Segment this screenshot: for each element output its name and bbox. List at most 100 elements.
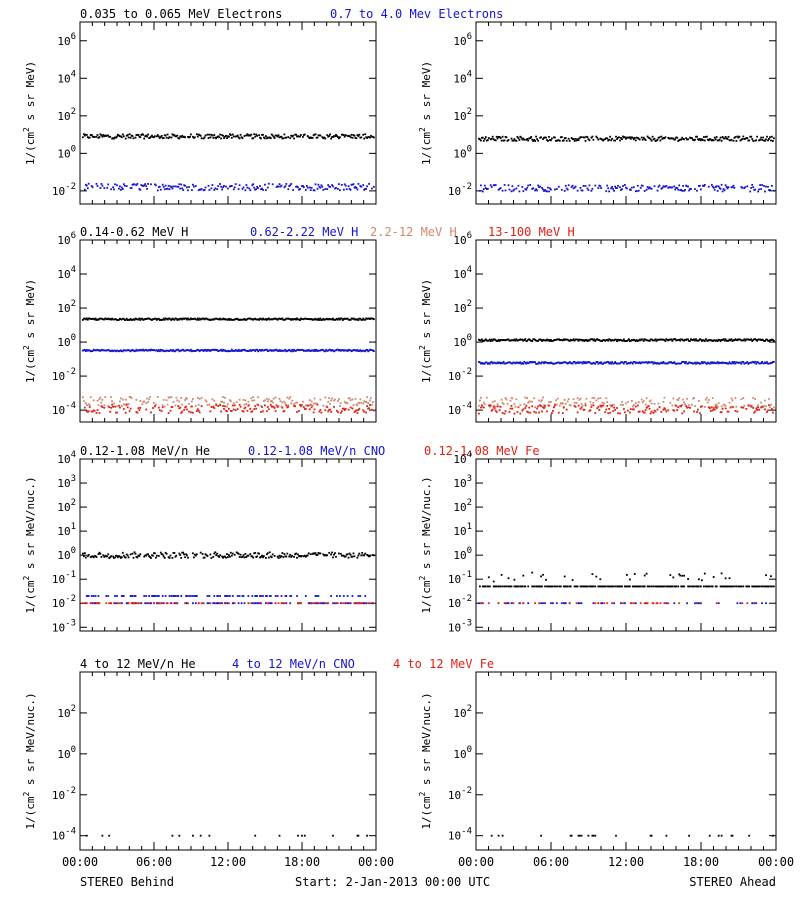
data-point [743, 187, 746, 190]
data-point [729, 139, 732, 142]
data-point [707, 139, 710, 142]
data-point [173, 595, 176, 597]
data-point [86, 555, 89, 558]
data-point [296, 317, 298, 320]
data-point [185, 317, 187, 320]
data-point [652, 585, 655, 588]
data-point [365, 136, 367, 139]
data-point [251, 137, 254, 140]
data-point [720, 834, 723, 837]
data-point [177, 405, 180, 407]
data-point [675, 404, 678, 407]
data-point [257, 404, 259, 406]
data-point [505, 398, 508, 401]
data-point [255, 188, 258, 191]
data-point [717, 602, 720, 605]
data-point [505, 339, 508, 341]
data-point [601, 401, 604, 404]
data-point [554, 188, 556, 191]
data-point [119, 317, 121, 320]
data-point [577, 139, 580, 141]
data-point [352, 134, 355, 136]
data-point [193, 556, 195, 559]
data-point [201, 349, 204, 352]
data-point [238, 350, 241, 352]
data-point [763, 585, 765, 588]
data-point [118, 187, 120, 190]
data-point [113, 402, 115, 405]
data-point [558, 339, 561, 341]
data-point [371, 349, 373, 351]
data-point [99, 317, 102, 320]
data-point [596, 338, 599, 340]
data-point [480, 602, 482, 605]
data-point [116, 135, 118, 138]
data-point [491, 408, 494, 411]
y-tick-label: 10-2 [52, 594, 76, 610]
data-point [492, 404, 495, 407]
data-point [344, 555, 347, 558]
data-point [127, 136, 130, 139]
data-point [676, 362, 679, 365]
data-point [552, 585, 554, 588]
data-point [139, 319, 142, 321]
data-point [176, 134, 179, 137]
data-point [541, 186, 543, 189]
data-point [212, 602, 215, 605]
data-point [292, 134, 294, 137]
data-point [670, 585, 673, 588]
data-point [117, 602, 119, 605]
data-point [634, 340, 637, 342]
data-point [509, 407, 512, 410]
data-point [170, 319, 173, 321]
data-point [229, 185, 232, 187]
data-point [249, 189, 252, 192]
data-point [224, 349, 226, 352]
data-point [233, 186, 236, 189]
data-point [579, 407, 582, 410]
data-point [357, 319, 360, 321]
data-point [703, 572, 706, 575]
data-point [494, 409, 497, 412]
data-point [743, 138, 746, 140]
data-point [289, 602, 292, 605]
data-point [710, 183, 713, 186]
data-point [497, 362, 500, 365]
data-point [332, 349, 334, 352]
data-point [519, 602, 522, 605]
data-point [337, 136, 339, 138]
data-point [538, 338, 540, 341]
data-point [217, 555, 220, 557]
data-point [362, 409, 365, 412]
data-point [148, 595, 150, 597]
data-point [649, 187, 652, 190]
data-point [326, 317, 329, 320]
data-point [200, 405, 203, 407]
data-point [535, 411, 537, 414]
data-point [84, 402, 87, 404]
data-point [217, 595, 220, 597]
data-point [541, 361, 543, 364]
data-point [363, 602, 366, 605]
data-point [121, 398, 124, 401]
data-point [336, 595, 338, 597]
data-point [183, 349, 185, 352]
data-point [630, 136, 633, 139]
data-point [505, 136, 508, 139]
data-point [753, 361, 756, 364]
data-point [668, 361, 671, 363]
data-point [752, 397, 755, 399]
data-point [360, 185, 363, 188]
data-point [681, 412, 684, 415]
data-point [705, 135, 708, 138]
data-point [261, 134, 263, 136]
data-point [731, 399, 734, 402]
data-point [492, 184, 495, 187]
data-point [263, 400, 265, 402]
data-point [103, 406, 106, 409]
data-point [527, 362, 530, 365]
y-tick-label: 102 [57, 107, 76, 123]
data-point [519, 338, 522, 341]
data-point [239, 405, 242, 408]
